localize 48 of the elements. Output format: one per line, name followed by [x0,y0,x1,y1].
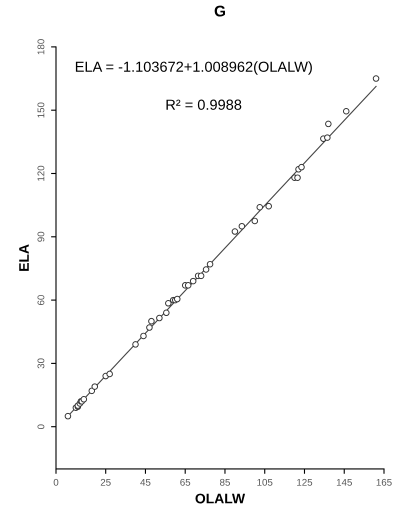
point [106,370,113,378]
chart-title: G [214,6,225,16]
point [132,341,139,348]
point [190,278,196,284]
x-tick-label: 0 [54,478,58,486]
point [324,134,331,141]
point [372,75,380,82]
y-axis-title: ELA [19,244,29,271]
point [232,228,238,235]
y-tick-label: 0 [37,424,44,430]
y-tick-label: 90 [37,232,44,242]
point [206,260,214,268]
point [202,266,210,273]
y-tick-label: 30 [37,358,44,368]
point [146,324,153,331]
point [148,318,155,324]
point [184,282,192,289]
y-tick-label: 60 [37,295,44,306]
x-tick-label: 85 [220,478,230,486]
point [252,218,258,224]
point [165,300,172,307]
x-tick-label: 45 [140,478,150,486]
x-tick-label: 25 [100,478,111,486]
x-tick-label: 65 [180,478,190,486]
point [156,314,163,322]
annotation: R² = 0.9988 [166,100,242,110]
point [342,108,350,115]
point [64,412,72,420]
y-tick-label: 180 [37,39,44,54]
y-tick-label: 150 [37,102,44,118]
x-tick-label: 105 [257,478,272,486]
y-tick-label: 120 [37,166,44,181]
point [163,309,170,316]
point [238,222,246,230]
point [265,202,272,210]
x-tick-label: 145 [336,478,352,486]
point [88,388,96,394]
point [325,120,332,128]
x-axis-title: OLALW [196,494,246,504]
x-tick-label: 165 [376,478,392,486]
point [298,164,305,170]
point [294,174,301,181]
x-tick-label: 125 [297,478,312,486]
annotation: ELA = -1.103672+1.008962(OLALW) [76,61,312,75]
point [140,332,147,340]
point [92,383,98,390]
point [198,272,204,280]
point [256,204,264,211]
